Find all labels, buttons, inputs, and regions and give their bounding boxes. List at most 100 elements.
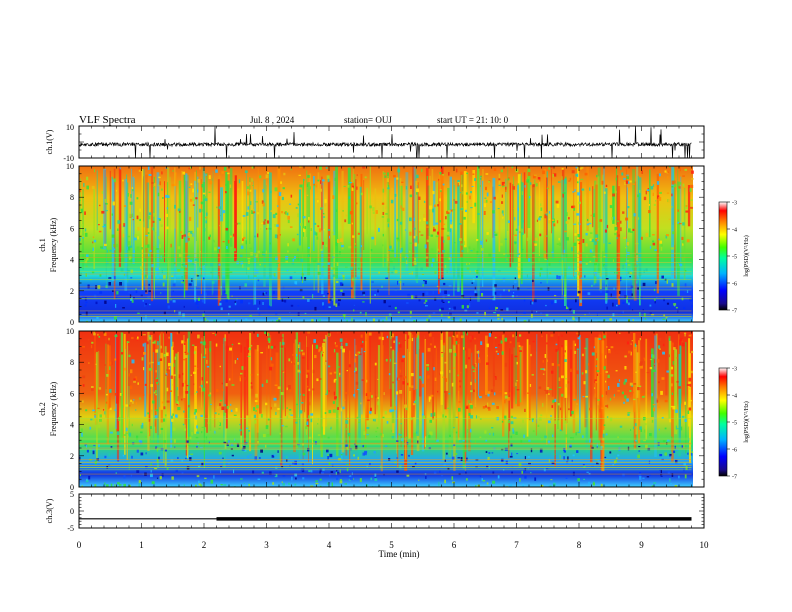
spectrogram-speckle: [329, 235, 330, 239]
spectrogram-speckle: [679, 263, 683, 267]
spectrogram-speckle: [659, 191, 662, 194]
spectrogram-speckle: [557, 403, 560, 406]
spectrogram-speckle: [441, 314, 443, 317]
spectrogram-speckle: [565, 378, 567, 380]
spectrogram-speckle: [422, 284, 424, 287]
spectrogram-stripe: [492, 177, 496, 301]
spectrogram-speckle: [524, 475, 527, 479]
spectrogram-speckle: [172, 290, 174, 292]
colorbar-tick-label: -4: [732, 228, 737, 234]
spectrogram-speckle: [317, 200, 319, 203]
spectrogram-speckle: [487, 391, 491, 394]
spectrogram-speckle: [206, 365, 210, 368]
spectrogram-speckle: [627, 206, 630, 209]
spectrogram-speckle: [254, 235, 257, 238]
spectrogram-speckle: [375, 395, 377, 398]
spectrogram-speckle: [434, 377, 437, 381]
spectrogram-speckle: [172, 413, 174, 416]
spectrogram-speckle: [98, 224, 100, 226]
spectrogram-speckle: [548, 420, 551, 424]
spectrogram-stripe: [635, 345, 638, 435]
spectrogram-stripe: [519, 347, 522, 403]
spectrogram-stripe: [268, 172, 271, 297]
spectrogram-speckle: [559, 429, 562, 432]
spectrogram-stripe: [150, 166, 154, 302]
spectrogram-speckle: [399, 464, 402, 469]
spectrogram-speckle: [98, 424, 101, 428]
spectrogram-speckle: [307, 175, 310, 178]
spectrogram-speckle: [340, 407, 342, 412]
spectrogram-speckle: [443, 342, 445, 346]
spectrogram-speckle: [204, 310, 205, 313]
spectrogram-speckle: [129, 201, 133, 205]
spectrogram-speckle: [275, 311, 278, 316]
spectrogram-speckle: [194, 365, 197, 367]
spectrogram-speckle: [371, 263, 373, 265]
spectrogram-speckle: [400, 423, 402, 425]
spectrogram-speckle: [669, 166, 671, 168]
spectrogram-stripe: [365, 332, 369, 421]
spectrogram-speckle: [585, 233, 588, 236]
spectrogram-speckle: [585, 370, 588, 374]
spectrogram-speckle: [678, 186, 681, 189]
spectrogram-speckle: [449, 434, 451, 437]
spectrogram-speckle: [128, 432, 132, 437]
spectrogram-speckle: [452, 209, 456, 211]
spectrogram-stripe: [257, 351, 259, 446]
spectrogram-stripe: [279, 341, 282, 462]
spectrogram-speckle: [181, 423, 183, 425]
spectrogram-speckle: [661, 275, 664, 279]
spectrogram-speckle: [519, 334, 522, 337]
spectrogram-speckle: [555, 200, 559, 204]
spectrogram-speckle: [451, 476, 454, 481]
spectrogram-stripe: [309, 173, 311, 264]
spectrogram-speckle: [233, 414, 237, 416]
spectrogram-speckle: [388, 455, 390, 459]
spectrogram-speckle: [623, 401, 625, 404]
spectrogram-speckle: [272, 320, 274, 322]
spectrogram-speckle: [245, 318, 248, 321]
spectrogram-stripe: [167, 167, 170, 304]
spectrogram-speckle: [544, 211, 548, 214]
spectrogram-speckle: [419, 231, 421, 233]
spectrogram-speckle: [684, 283, 687, 287]
spectrogram-speckle: [426, 364, 429, 367]
spectrogram-speckle: [194, 393, 196, 395]
spectrogram-speckle: [257, 212, 259, 215]
spectrogram-speckle: [528, 439, 531, 442]
spectrogram-speckle: [298, 345, 300, 347]
spectrogram-speckle: [691, 451, 694, 454]
spectrogram-speckle: [474, 440, 476, 445]
spectrogram-speckle: [332, 409, 336, 413]
spectrogram-speckle: [162, 255, 165, 258]
spectrogram-speckle: [81, 485, 83, 487]
y-tick-label: 6: [70, 224, 74, 233]
spectrogram-speckle: [488, 253, 492, 257]
spectrogram-speckle: [557, 363, 560, 367]
spectrogram-speckle: [466, 305, 469, 309]
spectrogram-speckle: [156, 345, 159, 349]
spectrogram-speckle: [186, 384, 189, 387]
spectrogram-speckle: [223, 166, 227, 171]
spectrogram-speckle: [450, 224, 453, 229]
spectrogram-stripe: [463, 171, 467, 248]
spectrogram-speckle: [562, 193, 564, 198]
spectrogram-speckle: [627, 302, 630, 306]
spectrogram-speckle: [302, 216, 306, 219]
spectrogram-speckle: [551, 405, 554, 408]
spectrogram-speckle: [332, 401, 335, 404]
spectrogram-speckle: [251, 178, 253, 182]
spectrogram-speckle: [146, 275, 148, 279]
spectrogram-speckle: [346, 446, 349, 450]
spectrogram-speckle: [550, 479, 553, 481]
spectrogram-speckle: [480, 240, 483, 245]
spectrogram-speckle: [344, 219, 347, 223]
spectrogram-speckle: [336, 469, 338, 472]
spectrogram-stripe: [266, 346, 268, 429]
spectrogram-speckle: [252, 185, 254, 186]
spectrogram-speckle: [636, 280, 638, 284]
spectrogram-speckle: [262, 292, 265, 296]
spectrogram-speckle: [499, 242, 503, 246]
spectrogram-speckle: [342, 210, 344, 212]
spectrogram-stripe: [397, 352, 399, 468]
